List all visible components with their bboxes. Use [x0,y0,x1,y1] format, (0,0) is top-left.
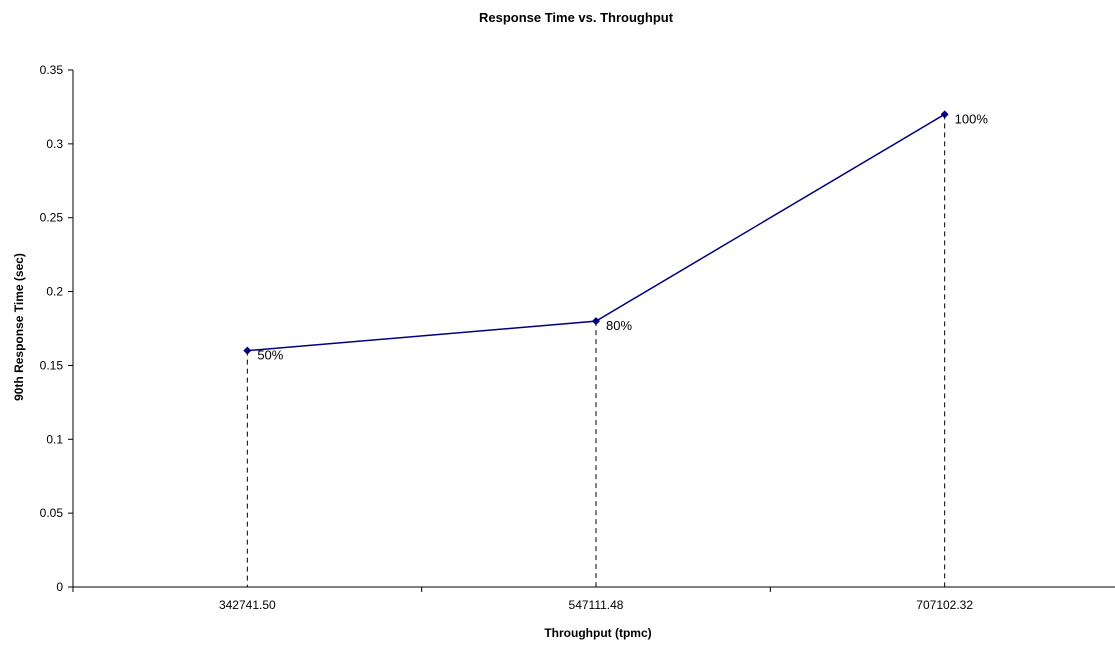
y-tick-label: 0.2 [46,285,63,299]
y-tick-label: 0.15 [40,358,64,372]
series-layer [243,110,949,355]
y-tick-label: 0.1 [46,432,63,446]
data-labels: 50% 80% 100% [257,111,988,362]
y-tick-label: 0 [56,580,63,594]
x-tick-label: 707102.32 [916,598,973,612]
data-label: 80% [606,318,632,333]
y-tick-label: 0.3 [46,137,63,151]
y-axis-title: 90th Response Time (sec) [12,253,26,401]
axes: 0 0.05 0.1 0.15 0.2 0.25 0.3 0.35 342741.50 54711… [40,63,1115,612]
x-tick-label: 342741.50 [219,598,276,612]
data-point-marker [243,346,252,355]
data-label: 50% [257,348,283,363]
chart-title: Response Time vs. Throughput [479,10,674,25]
data-point-marker [592,317,600,326]
series-line [247,113,946,352]
y-tick-label: 0.05 [40,506,64,520]
x-tick-label: 547111.48 [569,598,624,612]
y-tick-label: 0.35 [40,63,64,77]
y-tick-label: 0.25 [40,211,64,225]
drop-lines [246,114,946,587]
data-label: 100% [955,111,989,126]
x-axis-title: Throughput (tpmc) [544,626,651,640]
data-point-marker [940,110,949,119]
